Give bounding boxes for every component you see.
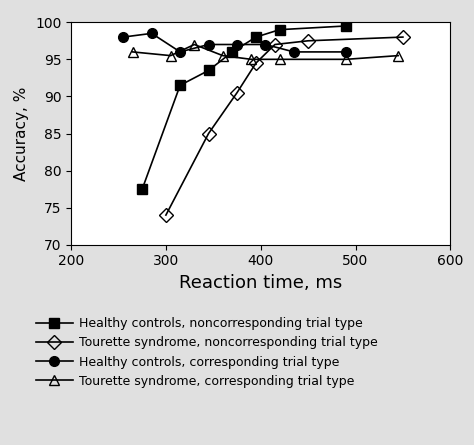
Healthy controls, corresponding trial type	[206, 42, 211, 47]
Healthy controls, corresponding trial type	[263, 42, 268, 47]
Healthy controls, noncorresponding trial type	[177, 83, 183, 88]
Healthy controls, corresponding trial type	[291, 49, 297, 55]
Tourette syndrome, noncorresponding trial type	[206, 131, 211, 136]
Healthy controls, noncorresponding trial type	[277, 27, 283, 32]
Tourette syndrome, noncorresponding trial type	[272, 42, 278, 47]
Tourette syndrome, noncorresponding trial type	[305, 38, 311, 44]
Tourette syndrome, corresponding trial type	[248, 57, 254, 62]
Healthy controls, corresponding trial type	[177, 49, 183, 55]
Legend: Healthy controls, noncorresponding trial type, Tourette syndrome, noncorrespondi: Healthy controls, noncorresponding trial…	[32, 313, 382, 392]
Healthy controls, corresponding trial type	[234, 42, 240, 47]
Healthy controls, corresponding trial type	[343, 49, 349, 55]
Healthy controls, noncorresponding trial type	[343, 23, 349, 28]
Tourette syndrome, noncorresponding trial type	[253, 61, 259, 66]
Tourette syndrome, noncorresponding trial type	[400, 34, 406, 40]
X-axis label: Reaction time, ms: Reaction time, ms	[179, 274, 342, 292]
Healthy controls, noncorresponding trial type	[229, 49, 235, 55]
Line: Healthy controls, noncorresponding trial type: Healthy controls, noncorresponding trial…	[137, 21, 351, 194]
Tourette syndrome, corresponding trial type	[168, 53, 173, 58]
Healthy controls, noncorresponding trial type	[206, 68, 211, 73]
Tourette syndrome, corresponding trial type	[220, 53, 226, 58]
Tourette syndrome, corresponding trial type	[343, 57, 349, 62]
Line: Tourette syndrome, corresponding trial type: Tourette syndrome, corresponding trial t…	[128, 40, 403, 64]
Line: Tourette syndrome, noncorresponding trial type: Tourette syndrome, noncorresponding tria…	[161, 32, 408, 220]
Y-axis label: Accuracy, %: Accuracy, %	[14, 86, 29, 181]
Tourette syndrome, corresponding trial type	[130, 49, 136, 55]
Tourette syndrome, corresponding trial type	[191, 42, 197, 47]
Healthy controls, corresponding trial type	[149, 31, 155, 36]
Tourette syndrome, corresponding trial type	[395, 53, 401, 58]
Healthy controls, noncorresponding trial type	[139, 186, 145, 192]
Tourette syndrome, corresponding trial type	[277, 57, 283, 62]
Healthy controls, corresponding trial type	[120, 34, 126, 40]
Tourette syndrome, noncorresponding trial type	[234, 90, 240, 95]
Healthy controls, noncorresponding trial type	[253, 34, 259, 40]
Tourette syndrome, noncorresponding trial type	[163, 212, 169, 218]
Line: Healthy controls, corresponding trial type: Healthy controls, corresponding trial ty…	[118, 28, 351, 57]
